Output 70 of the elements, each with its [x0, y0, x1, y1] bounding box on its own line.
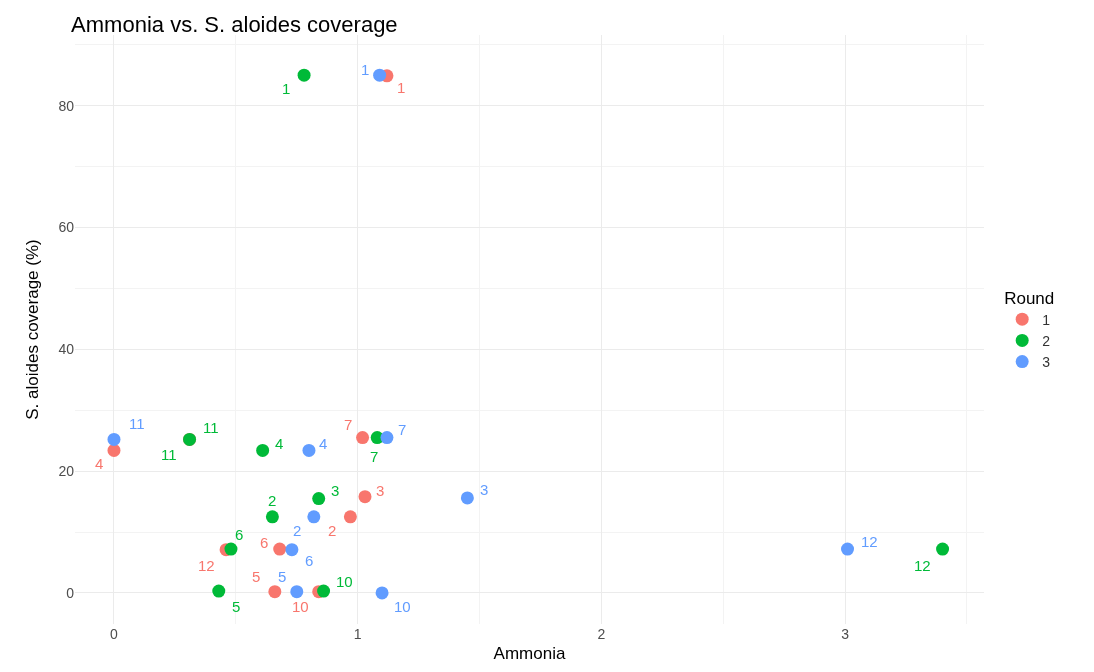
annotation: 10: [336, 573, 353, 590]
annotation: 1: [282, 80, 291, 97]
y-tick-label: 60: [58, 219, 75, 236]
y-tick-label: 80: [58, 97, 75, 114]
annotation: 5: [252, 568, 261, 585]
chart-title: Ammonia vs. S. aloides coverage: [71, 12, 398, 38]
point: [265, 510, 279, 524]
annotation: 2: [328, 522, 337, 539]
point: [224, 542, 238, 556]
point: [107, 443, 121, 457]
point: [356, 431, 370, 445]
point: [460, 491, 474, 505]
annotation: 6: [260, 534, 269, 551]
point: [285, 543, 299, 557]
point: [841, 542, 855, 556]
annotation: 4: [95, 455, 104, 472]
point: [343, 510, 357, 524]
point: [312, 492, 326, 506]
point: [358, 490, 372, 504]
annotation: 6: [305, 552, 314, 569]
annotation: 2: [293, 522, 302, 539]
x-tick-label: 0: [110, 626, 119, 642]
point: [290, 585, 304, 599]
annotation: 12: [198, 557, 215, 574]
legend-label: 3: [1042, 354, 1051, 371]
annotation: 10: [394, 598, 411, 615]
point: [307, 510, 321, 524]
annotation: 11: [129, 415, 145, 432]
point: [273, 542, 287, 556]
annotation: 5: [232, 598, 241, 615]
annotation: 11: [161, 446, 177, 463]
annotation: 4: [319, 435, 328, 452]
y-tick-label: 40: [58, 341, 75, 358]
point: [297, 68, 311, 82]
annotation: 1: [397, 79, 406, 96]
legend-label: 1: [1042, 311, 1051, 328]
annotation: 7: [344, 416, 353, 433]
x-tick-label: 1: [353, 626, 362, 642]
annotation: 3: [480, 481, 489, 498]
point: [373, 68, 387, 82]
legend-title: Round: [1004, 288, 1055, 308]
annotation: 3: [331, 482, 340, 499]
x-axis-title: Ammonia: [493, 644, 566, 664]
point: [375, 586, 389, 600]
legend-label: 2: [1042, 332, 1051, 349]
y-tick-label: 0: [66, 584, 75, 601]
y-tick-label: 20: [58, 463, 75, 480]
point: [380, 431, 394, 445]
annotation: 7: [370, 448, 379, 465]
annotation: 3: [376, 482, 385, 499]
point: [268, 585, 282, 599]
point: [256, 443, 270, 457]
annotation: 12: [861, 533, 878, 550]
annotation: 4: [275, 435, 284, 452]
annotation: 1: [361, 61, 370, 78]
point: [302, 443, 316, 457]
annotation: 12: [914, 557, 931, 574]
x-tick-label: 2: [597, 626, 606, 642]
point: [317, 584, 331, 598]
point: [936, 542, 950, 556]
annotation: 2: [268, 492, 277, 509]
annotation: 6: [235, 526, 244, 543]
point: [107, 432, 121, 446]
annotation: 5: [278, 568, 287, 585]
annotation: 11: [203, 419, 219, 436]
x-tick-label: 3: [841, 626, 850, 642]
point: [212, 584, 226, 598]
y-axis-title: S. aloides coverage (%): [22, 239, 42, 420]
annotation: 10: [292, 598, 309, 615]
annotation: 7: [398, 421, 407, 438]
